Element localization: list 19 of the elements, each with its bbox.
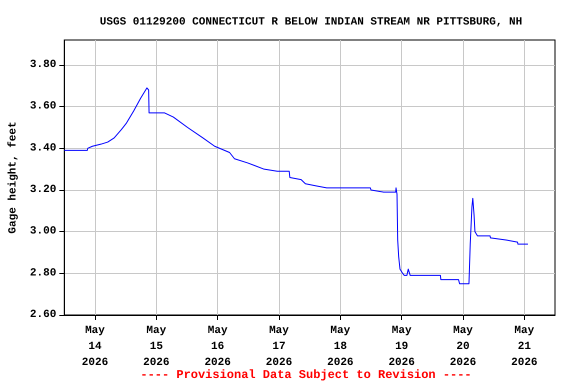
y-tick-label: 3.80 [30,59,56,71]
x-tick-label: May 20 2026 [450,325,476,369]
x-tick-label: May 17 2026 [266,325,292,369]
y-tick-label: 3.00 [30,226,56,238]
y-tick-label: 2.60 [30,309,56,321]
y-tick-label: 3.20 [30,184,56,196]
x-tick-label: May 15 2026 [143,325,170,369]
x-tick-label: May 19 2026 [388,325,415,369]
text: ---- Provisional Data Subject to Revision ---- [140,368,472,382]
y-axis-title: Gage height, feet [6,121,20,234]
x-tick-label: May 16 2026 [204,325,231,369]
line-series [64,87,528,284]
chart-title: USGS 01129200 CONNECTICUT R BELOW INDIAN STREAM NR PITTSBURG, NH [100,16,522,28]
y-tick-label: 3.60 [30,100,56,113]
x-tick-label: May 14 2026 [82,325,108,369]
y-tick-label: 2.80 [30,267,56,280]
x-tick-label: May 18 2026 [327,325,354,369]
x-tick-label: May 21 2026 [511,325,538,369]
y-tick-label: 3.40 [30,142,56,154]
